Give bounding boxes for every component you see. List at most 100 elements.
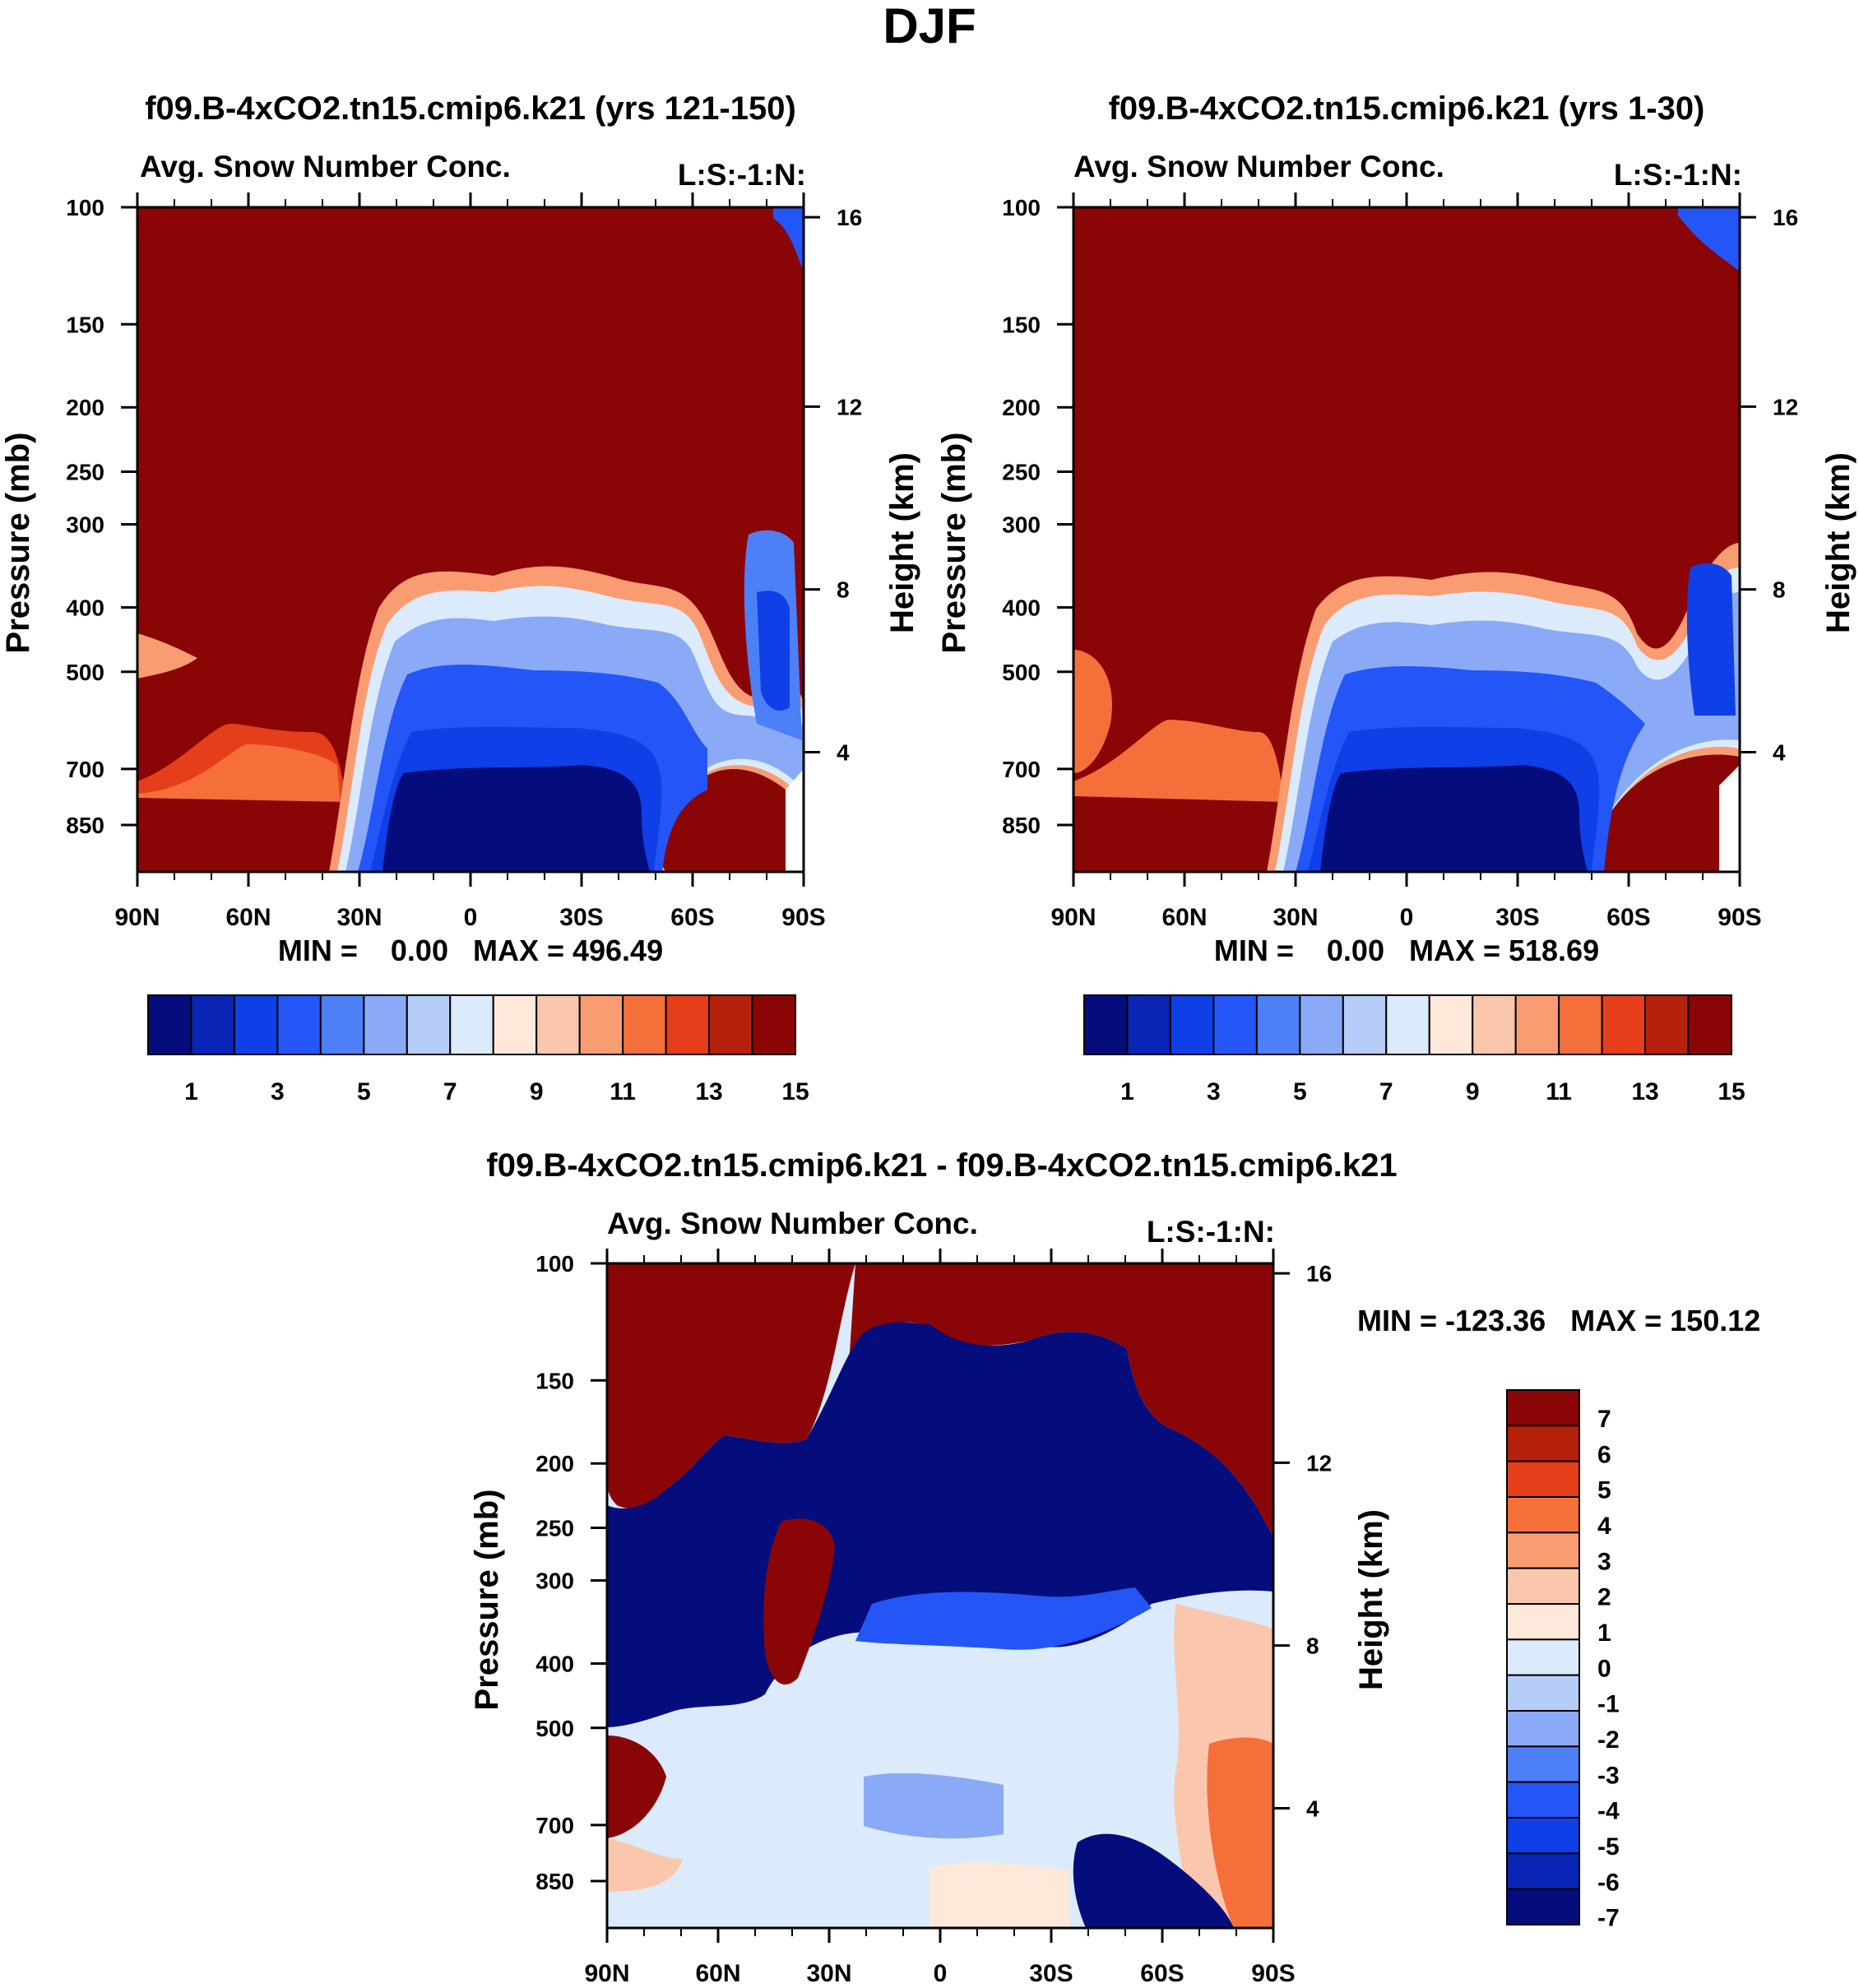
colorbar-box: [622, 994, 667, 1055]
colorbar-label: 3: [1597, 1548, 1611, 1575]
colorbar-box: [1506, 1603, 1580, 1641]
colorbar-label: -3: [1597, 1762, 1620, 1789]
colorbar-label: 9: [530, 1078, 544, 1105]
colorbar-box: [1506, 1567, 1580, 1605]
colorbar-label: 3: [1207, 1078, 1221, 1105]
y2-tick-label: 16: [1773, 205, 1798, 230]
colorbar-box: [1644, 994, 1690, 1055]
colorbar-label: 13: [1631, 1078, 1658, 1105]
y-tick-label: 500: [66, 660, 104, 685]
y-tick-label: 400: [535, 1651, 574, 1676]
y-tick-label: 700: [66, 757, 104, 782]
panel-diff-stats: MIN = -123.36 MAX = 150.12: [1357, 1304, 1760, 1337]
panel-2-left-label: Avg. Snow Number Conc.: [1073, 150, 1444, 183]
colorbar-label: -7: [1597, 1905, 1620, 1932]
colorbar-box: [1212, 994, 1258, 1055]
colorbar-box: [233, 994, 279, 1055]
y-tick-label: 300: [1002, 512, 1041, 538]
x-tick-label: 90S: [1718, 904, 1761, 931]
x-tick-label: 60N: [225, 904, 271, 931]
colorbar-box: [1169, 994, 1215, 1055]
panel-diff-left-label: Avg. Snow Number Conc.: [607, 1207, 978, 1240]
y-tick-label: 200: [1002, 395, 1041, 420]
colorbar-box: [578, 994, 624, 1055]
colorbar-box: [1255, 994, 1301, 1055]
y-tick-label: 850: [535, 1869, 574, 1894]
y-tick-label: 300: [66, 512, 104, 538]
colorbar-label: 2: [1597, 1584, 1611, 1611]
x-tick-label: 60S: [1140, 1960, 1184, 1987]
colorbar-box: [363, 994, 408, 1055]
panel-1-axes: 90N 60N 30N 0 30S 60S 90S 100 150 200 250 300 400 500…: [66, 192, 862, 931]
y2-tick-label: 12: [837, 394, 862, 419]
colorbar-label: 6: [1597, 1441, 1611, 1468]
y2-tick-label: 16: [837, 205, 862, 230]
colorbar-label: -2: [1597, 1726, 1620, 1754]
colorbar-label: 5: [1597, 1477, 1611, 1504]
panel-diff-lower-zero: [930, 1862, 1069, 1928]
panel-2-colorbar: 1 3 5 7 9 11 13 15: [1083, 994, 1745, 1105]
panel-diff-mid-blue: [864, 1773, 1004, 1839]
colorbar-box: [319, 994, 365, 1055]
x-tick-label: 30N: [1273, 904, 1318, 931]
y-tick-label: 150: [66, 312, 104, 337]
panel-diff-right-orange: [1207, 1737, 1273, 1928]
colorbar-box: [1506, 1460, 1580, 1498]
colorbar-box: [1506, 1674, 1580, 1712]
panel-diff-red-top: [847, 1263, 1127, 1390]
panel-1-y2label: Height (km): [884, 452, 920, 633]
colorbar-label: 11: [1546, 1078, 1572, 1105]
x-tick-label: 30S: [1495, 904, 1539, 931]
y2-tick-label: 8: [1773, 577, 1786, 603]
x-tick-label: 60S: [670, 904, 714, 931]
panel-1-right-label: L:S:-1:N:: [678, 158, 806, 192]
x-tick-label: 90N: [584, 1960, 629, 1987]
panel-2-low-red: [1073, 796, 1287, 872]
y2-tick-label: 12: [1773, 394, 1798, 419]
panel-diff-lower-left-red: [607, 1735, 666, 1838]
panel-1-missing-data: [786, 769, 804, 872]
y-tick-label: 150: [535, 1368, 574, 1393]
panel-2-axes: 90N 60N 30N 0 30S 60S 90S 100 150 200 250 300 400 500…: [1002, 192, 1798, 931]
colorbar-box: [1342, 994, 1388, 1055]
panel-diff-red-tongue: [763, 1518, 835, 1685]
colorbar-box: [147, 994, 192, 1055]
colorbar-box: [1506, 1496, 1580, 1534]
x-tick-label: 30S: [1029, 1960, 1073, 1987]
panel-diff-lower-left-warm: [607, 1838, 683, 1892]
panel-diff-ylabel: Pressure (mb): [469, 1490, 505, 1711]
colorbar-label: 15: [781, 1078, 809, 1105]
colorbar-label: 5: [1293, 1078, 1307, 1105]
y-tick-label: 250: [66, 460, 104, 485]
panel-2-right-label: L:S:-1:N:: [1614, 158, 1742, 192]
panel-diff: f09.B-4xCO2.tn15.cmip6.k21 - f09.B-4xCO2…: [469, 1147, 1760, 1987]
x-tick-label: 30N: [806, 1960, 851, 1987]
panel-1-top-blue: [773, 207, 804, 271]
x-tick-label: 30S: [559, 904, 603, 931]
panel-1-low-red: [137, 798, 350, 872]
colorbar-box: [1506, 1852, 1580, 1890]
panel-1-stats: MIN = 0.00 MAX = 496.49: [278, 934, 663, 967]
y2-tick-label: 4: [1773, 740, 1786, 766]
colorbar-box: [1299, 994, 1344, 1055]
colorbar-box: [708, 994, 753, 1055]
x-tick-label: 90N: [1050, 904, 1096, 931]
colorbar-label: 3: [271, 1078, 285, 1105]
panel-1-title: f09.B-4xCO2.tn15.cmip6.k21 (yrs 121-150): [145, 90, 796, 127]
x-tick-label: 90N: [114, 904, 160, 931]
colorbar-label: -4: [1597, 1798, 1620, 1825]
colorbar-label: 15: [1718, 1078, 1745, 1105]
colorbar-box: [1514, 994, 1560, 1055]
colorbar-box: [1385, 994, 1430, 1055]
panel-diff-lower-right-blue: [1073, 1833, 1234, 1928]
colorbar-box: [190, 994, 235, 1055]
panel-2-ylabel: Pressure (mb): [936, 433, 972, 654]
panel-1-field: [137, 207, 804, 872]
colorbar-box: [535, 994, 581, 1055]
colorbar-label: -1: [1597, 1691, 1620, 1718]
panel-diff-red-upper-left: [607, 1263, 855, 1508]
panel-diff-field: [607, 1263, 1273, 1928]
colorbar-label: 1: [1597, 1620, 1611, 1647]
panel-2-field: [1073, 207, 1740, 872]
colorbar-box: [1472, 994, 1517, 1055]
